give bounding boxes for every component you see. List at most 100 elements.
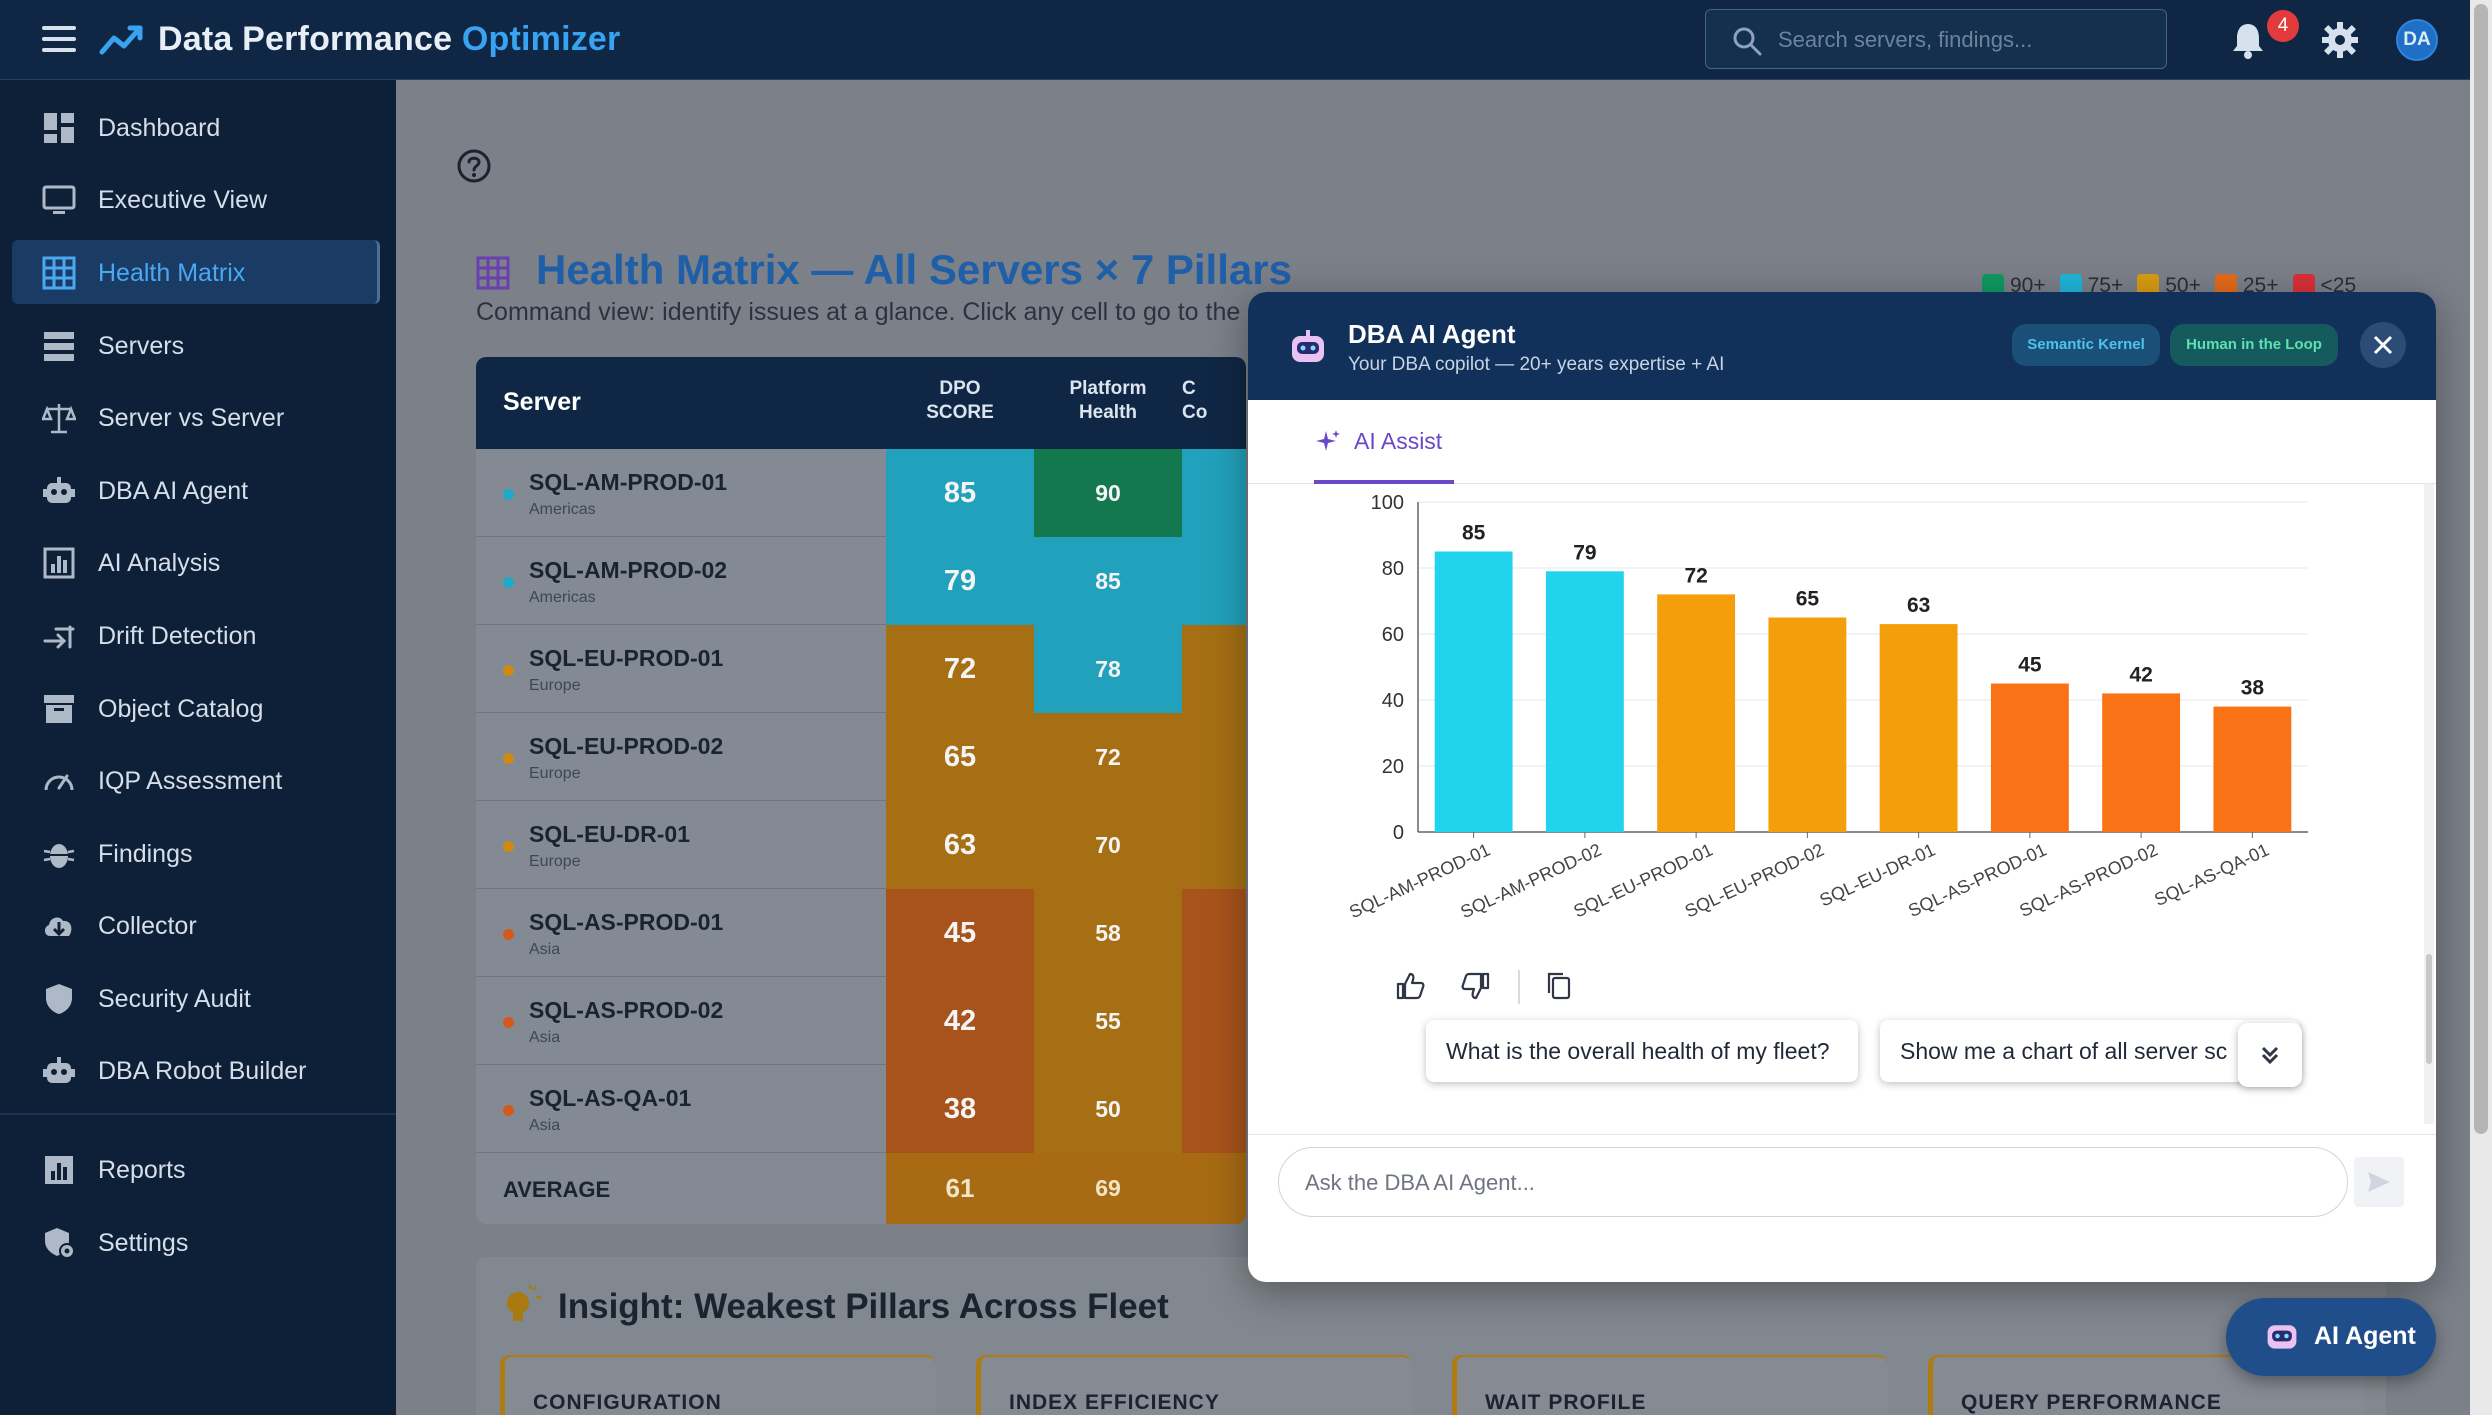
average-partial-cell[interactable] <box>1182 1153 1246 1224</box>
average-label: AVERAGE <box>503 1177 611 1202</box>
gear-icon[interactable] <box>2320 20 2360 60</box>
platform-health-cell[interactable]: 55 <box>1034 977 1182 1065</box>
sidebar-item-health-matrix[interactable]: Health Matrix <box>12 240 380 304</box>
table-row[interactable]: SQL-EU-PROD-01 Europe 72 78 <box>476 625 1246 713</box>
platform-health-cell[interactable]: 70 <box>1034 801 1182 889</box>
menu-icon[interactable] <box>42 26 76 54</box>
sidebar-item-security-audit[interactable]: Security Audit <box>12 966 380 1030</box>
sidebar-item-drift-detection[interactable]: Drift Detection <box>12 603 380 667</box>
column-header-partial[interactable]: C Co <box>1182 377 1246 425</box>
scroll-to-bottom-button[interactable] <box>2238 1023 2302 1087</box>
sidebar-item-server-vs-server[interactable]: Server vs Server <box>12 385 380 449</box>
partial-pillar-cell[interactable] <box>1182 1065 1246 1153</box>
dpo-score-cell[interactable]: 45 <box>886 889 1034 977</box>
ai-chat-input[interactable] <box>1305 1164 2305 1202</box>
server-name[interactable]: SQL-EU-DR-01 <box>529 821 691 847</box>
server-name[interactable]: SQL-EU-PROD-01 <box>529 645 724 671</box>
partial-pillar-cell[interactable] <box>1182 449 1246 537</box>
table-row[interactable]: SQL-AS-PROD-01 Asia 45 58 <box>476 889 1246 977</box>
dpo-score-cell[interactable]: 38 <box>886 1065 1034 1153</box>
dpo-score-cell[interactable]: 79 <box>886 537 1034 625</box>
search-box[interactable] <box>1705 9 2167 69</box>
platform-health-cell[interactable]: 58 <box>1034 889 1182 977</box>
sidebar-item-servers[interactable]: Servers <box>12 313 380 377</box>
sidebar-item-dba-ai-agent[interactable]: DBA AI Agent <box>12 458 380 522</box>
dpo-score-cell[interactable]: 72 <box>886 625 1034 713</box>
tab-ai-assist[interactable]: AI Assist <box>1314 400 1454 484</box>
table-row[interactable]: SQL-AM-PROD-02 Americas 79 85 <box>476 537 1246 625</box>
bell-icon[interactable] <box>2230 20 2266 60</box>
platform-health-cell[interactable]: 72 <box>1034 713 1182 801</box>
insight-card-configuration[interactable]: CONFIGURATION <box>500 1355 936 1415</box>
close-button[interactable] <box>2360 322 2406 368</box>
sidebar-item-dba-robot-builder[interactable]: DBA Robot Builder <box>12 1038 380 1102</box>
search-input[interactable] <box>1778 22 2148 58</box>
partial-pillar-cell[interactable] <box>1182 801 1246 889</box>
sidebar-item-dashboard[interactable]: Dashboard <box>12 95 380 159</box>
server-region: Asia <box>529 1117 561 1134</box>
column-header-server[interactable]: Server <box>503 388 581 416</box>
column-header-platform-health[interactable]: Platform Health <box>1034 377 1182 425</box>
suggestion-chip-server-chart[interactable]: Show me a chart of all server sc <box>1880 1020 2300 1082</box>
dpo-score-cell[interactable]: 65 <box>886 713 1034 801</box>
server-name[interactable]: SQL-AM-PROD-01 <box>529 469 728 495</box>
y-tick-label: 60 <box>1382 624 1404 646</box>
sidebar-item-findings[interactable]: Findings <box>12 821 380 885</box>
table-row[interactable]: SQL-EU-PROD-02 Europe 65 72 <box>476 713 1246 801</box>
platform-health-cell[interactable]: 50 <box>1034 1065 1182 1153</box>
dpo-score-cell[interactable]: 42 <box>886 977 1034 1065</box>
sidebar-item-executive-view[interactable]: Executive View <box>12 167 380 231</box>
sidebar-item-ai-analysis[interactable]: AI Analysis <box>12 530 380 594</box>
platform-health-cell[interactable]: 85 <box>1034 537 1182 625</box>
thumbs-down-icon[interactable] <box>1460 970 1492 1002</box>
server-name[interactable]: SQL-EU-PROD-02 <box>529 733 724 759</box>
insight-card-wait-profile[interactable]: WAIT PROFILE <box>1452 1355 1888 1415</box>
dpo-score-cell[interactable]: 63 <box>886 801 1034 889</box>
suggestion-chip-fleet-health[interactable]: What is the overall health of my fleet? <box>1426 1020 1858 1082</box>
archive-icon <box>44 695 74 723</box>
table-row[interactable]: SQL-EU-DR-01 Europe 63 70 <box>476 801 1246 889</box>
sidebar-item-reports[interactable]: Reports <box>12 1137 380 1201</box>
average-platform-cell[interactable]: 69 <box>1034 1153 1182 1224</box>
sidebar-item-collector[interactable]: Collector <box>12 893 380 957</box>
server-name[interactable]: SQL-AS-QA-01 <box>529 1085 692 1111</box>
partial-pillar-cell[interactable] <box>1182 977 1246 1065</box>
platform-health-cell[interactable]: 90 <box>1034 449 1182 537</box>
server-name[interactable]: SQL-AM-PROD-02 <box>529 557 728 583</box>
partial-pillar-cell[interactable] <box>1182 625 1246 713</box>
ai-agent-fab-button[interactable]: AI Agent <box>2226 1298 2436 1376</box>
page-scrollbar[interactable] <box>2470 0 2492 1415</box>
partial-pillar-cell[interactable] <box>1182 889 1246 977</box>
table-row[interactable]: SQL-AS-QA-01 Asia 38 50 <box>476 1065 1246 1153</box>
server-region: Europe <box>529 765 581 782</box>
table-row[interactable]: SQL-AM-PROD-01 Americas 85 90 <box>476 449 1246 537</box>
server-name[interactable]: SQL-AS-PROD-01 <box>529 909 724 935</box>
server-name[interactable]: SQL-AS-PROD-02 <box>529 997 724 1023</box>
sidebar-item-settings[interactable]: Settings <box>12 1210 380 1274</box>
scrollbar-thumb[interactable] <box>2426 954 2432 1064</box>
platform-health-cell[interactable]: 78 <box>1034 625 1182 713</box>
help-icon[interactable] <box>456 148 492 184</box>
ai-input-box[interactable] <box>1278 1147 2348 1217</box>
conversation-scrollbar[interactable] <box>2424 484 2434 1124</box>
bar <box>1768 617 1847 832</box>
drift-icon <box>43 625 75 649</box>
sidebar-item-iqp-assessment[interactable]: IQP Assessment <box>12 748 380 812</box>
table-row[interactable]: SQL-AS-PROD-02 Asia 42 55 <box>476 977 1246 1065</box>
average-score-cell[interactable]: 61 <box>886 1153 1034 1224</box>
avatar[interactable]: DA <box>2396 19 2438 61</box>
data-label: 38 <box>2241 677 2265 700</box>
dpo-score-cell[interactable]: 85 <box>886 449 1034 537</box>
insight-card-index-efficiency[interactable]: INDEX EFFICIENCY <box>976 1355 1412 1415</box>
column-header-dpo-score[interactable]: DPO SCORE <box>886 377 1034 425</box>
thumbs-up-icon[interactable] <box>1394 970 1426 1002</box>
send-button[interactable] <box>2354 1157 2404 1207</box>
page-scrollbar-thumb[interactable] <box>2474 4 2488 1134</box>
app-title: Data Performance Optimizer <box>158 20 620 59</box>
sidebar-item-object-catalog[interactable]: Object Catalog <box>12 676 380 740</box>
cloud-download-icon <box>44 917 72 937</box>
partial-pillar-cell[interactable] <box>1182 537 1246 625</box>
copy-icon[interactable] <box>1544 970 1574 1002</box>
partial-pillar-cell[interactable] <box>1182 713 1246 801</box>
x-tick-label: SQL-AS-QA-01 <box>2151 839 2272 910</box>
